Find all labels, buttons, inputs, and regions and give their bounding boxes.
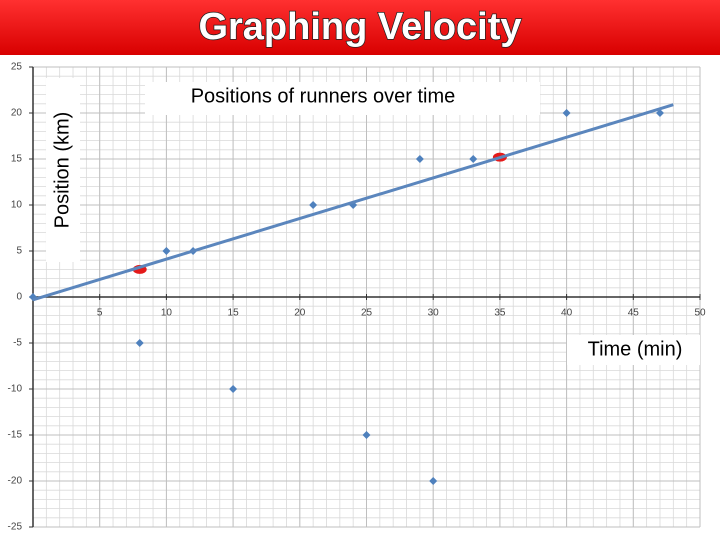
x-tick-label: 45 — [628, 308, 640, 319]
x-label-box — [567, 335, 700, 365]
y-tick-label: -15 — [8, 430, 23, 441]
y-tick-label: -10 — [8, 384, 23, 395]
x-tick-label: 35 — [494, 308, 506, 319]
y-tick-label: -5 — [13, 338, 22, 349]
y-label-box — [46, 78, 80, 262]
x-tick-label: 30 — [428, 308, 440, 319]
y-tick-label: 20 — [11, 108, 23, 119]
point — [415, 155, 424, 163]
point — [135, 339, 144, 347]
x-tick-label: 40 — [561, 308, 573, 319]
x-tick-label: 20 — [294, 308, 306, 319]
point — [309, 201, 318, 209]
y-tick-label: 25 — [11, 62, 23, 73]
chart-title: Positions of runners over time — [191, 85, 456, 107]
point — [362, 431, 371, 439]
x-tick-label: 15 — [228, 308, 240, 319]
x-tick-label: 25 — [361, 308, 373, 319]
x-tick-label: 50 — [694, 308, 706, 319]
y-tick-label: -20 — [8, 476, 23, 487]
y-tick-label: 0 — [16, 292, 22, 303]
point — [469, 155, 478, 163]
point — [655, 109, 664, 117]
y-tick-label: 15 — [11, 154, 23, 165]
slide-title: Graphing Velocity — [198, 6, 521, 48]
x-tick-label: 10 — [161, 308, 173, 319]
x-axis-label: Time (min) — [588, 338, 683, 360]
point — [229, 385, 238, 393]
point — [429, 477, 438, 485]
trend-line — [32, 103, 674, 302]
chart-title-box — [145, 82, 540, 115]
point — [162, 247, 171, 255]
y-axis-label: Position (km) — [51, 112, 73, 229]
x-tick-label: 5 — [97, 308, 103, 319]
title-band — [0, 0, 720, 55]
y-tick-label: -25 — [8, 522, 23, 533]
y-tick-label: 10 — [11, 200, 23, 211]
point — [562, 109, 571, 117]
y-tick-label: 5 — [16, 246, 22, 257]
